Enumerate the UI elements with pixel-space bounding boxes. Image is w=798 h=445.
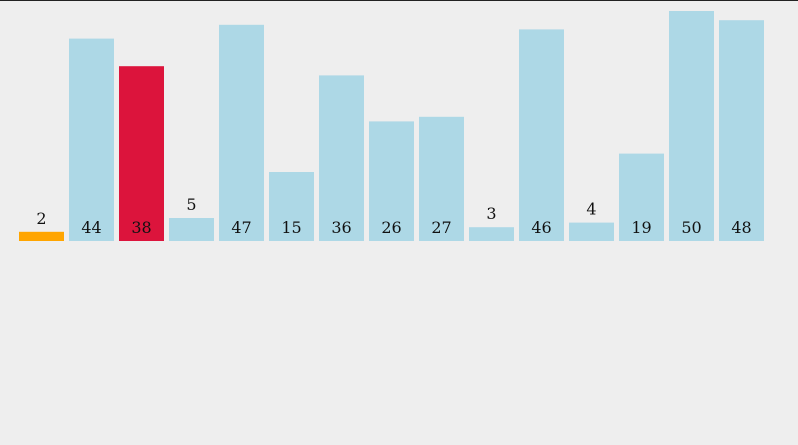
bar-label: 15 <box>281 218 301 237</box>
bar-label: 19 <box>631 218 651 237</box>
bar <box>669 11 714 241</box>
bar-label: 50 <box>681 218 701 237</box>
bar-label: 27 <box>431 218 451 237</box>
bar-label: 46 <box>531 218 551 237</box>
bar-label: 47 <box>231 218 251 237</box>
bar <box>419 116 464 241</box>
bar-label: 2 <box>36 209 46 228</box>
bar <box>19 231 64 241</box>
bar <box>319 75 364 242</box>
bar <box>169 218 214 241</box>
bar <box>469 227 514 241</box>
bar <box>69 38 114 241</box>
bar <box>219 24 264 241</box>
bar <box>269 172 314 241</box>
bar-label: 26 <box>381 218 401 237</box>
bar <box>119 66 164 241</box>
bar <box>519 29 564 242</box>
bar-label: 38 <box>131 218 151 237</box>
bar-label: 5 <box>186 195 196 214</box>
bar-label: 4 <box>586 200 596 219</box>
bar-label: 48 <box>731 218 751 237</box>
bar-label: 44 <box>81 218 101 237</box>
bar <box>619 153 664 241</box>
bar-label: 36 <box>331 218 351 237</box>
bar <box>719 20 764 242</box>
bar <box>369 121 414 241</box>
bar <box>569 222 614 241</box>
bar-label: 3 <box>486 204 496 223</box>
